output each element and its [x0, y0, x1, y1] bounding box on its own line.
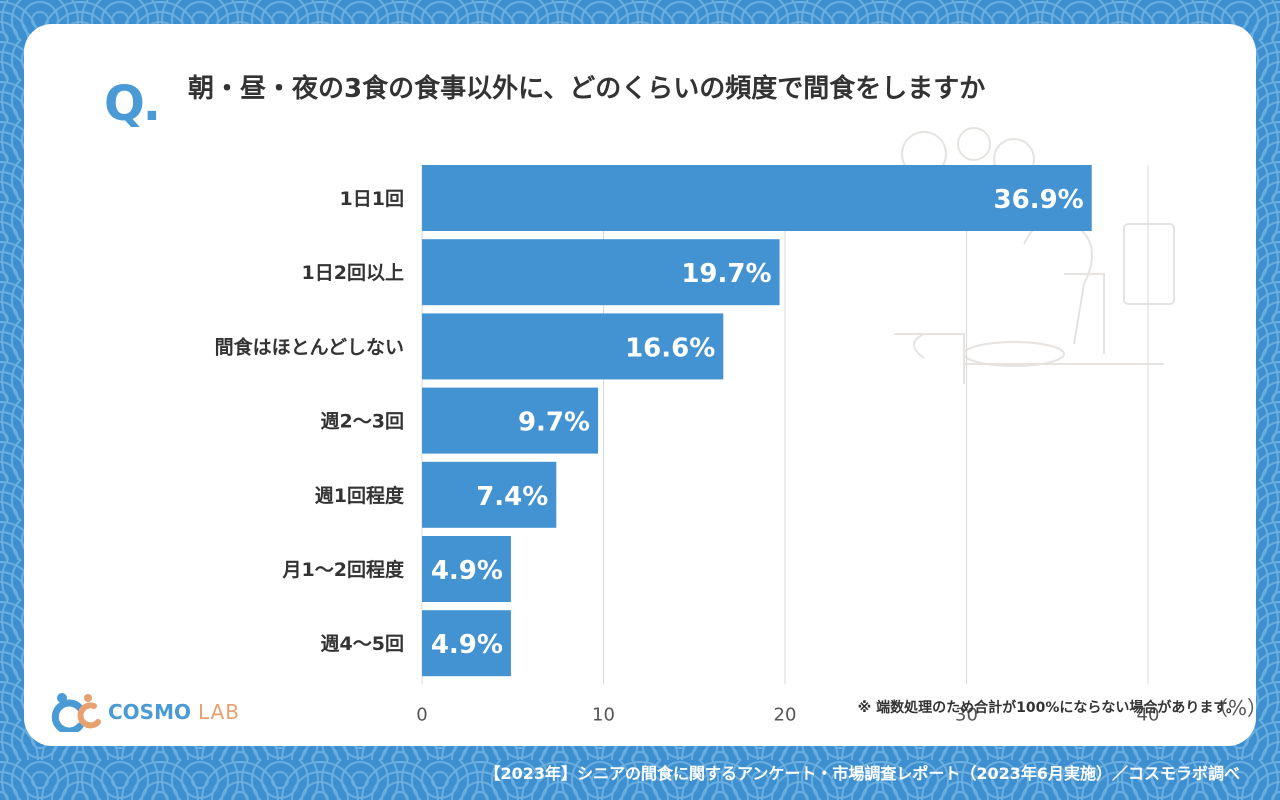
bar: [422, 165, 1092, 231]
x-tick-label: 20: [774, 704, 797, 725]
value-label: 36.9%: [994, 185, 1084, 215]
x-tick-label: 0: [416, 704, 427, 725]
category-label: 週4〜5回: [321, 633, 404, 655]
value-label: 7.4%: [476, 482, 548, 512]
x-tick-label: 40: [1137, 704, 1160, 725]
logo-sub-text: LAB: [197, 700, 240, 724]
rounding-note: ※ 端数処理のため合計が100%にならない場合があります。: [857, 700, 1240, 716]
bar: [422, 461, 557, 528]
category-label: 間食はほとんどしない: [215, 335, 404, 358]
logo-text: COSMO LAB: [108, 700, 240, 724]
category-label: 週2〜3回: [321, 411, 404, 433]
category-label: 週1回程度: [315, 484, 405, 507]
x-tick-label: 30: [955, 704, 978, 725]
category-label: 1日1回: [340, 188, 404, 210]
value-label: 19.7%: [681, 259, 771, 289]
source-footer: 【2023年】シニアの間食に関するアンケート・市場調査レポート（2023年6月実…: [484, 764, 1240, 783]
value-label: 4.9%: [431, 556, 503, 586]
bar: [422, 536, 511, 602]
bar: [422, 239, 780, 306]
category-label: 月1〜2回程度: [282, 558, 405, 581]
value-label: 16.6%: [625, 333, 715, 363]
content-card: Q. 朝・昼・夜の3食の食事以外に、どのくらいの頻度で間食をしますか 0 10 20…: [24, 24, 1256, 746]
x-tick-label: 10: [592, 704, 615, 725]
bar: [422, 610, 511, 677]
axis-unit-label: （%）: [1208, 696, 1256, 720]
bar: [422, 387, 599, 454]
value-label: 4.9%: [431, 630, 503, 660]
bar-chart: 0 10 20 30 40 1日1回 36.9% 1日2回以上 19.7% 間食はほとんどしない 1…: [215, 165, 1160, 725]
question-title: 朝・昼・夜の3食の食事以外に、どのくらいの頻度で間食をしますか: [188, 74, 986, 104]
cosmo-lab-logo-icon: [51, 693, 101, 732]
bar: [422, 313, 724, 380]
logo-main-text: COSMO: [108, 700, 191, 724]
value-label: 9.7%: [518, 408, 590, 438]
category-label: 1日2回以上: [302, 262, 404, 284]
question-mark-label: Q.: [104, 76, 161, 132]
